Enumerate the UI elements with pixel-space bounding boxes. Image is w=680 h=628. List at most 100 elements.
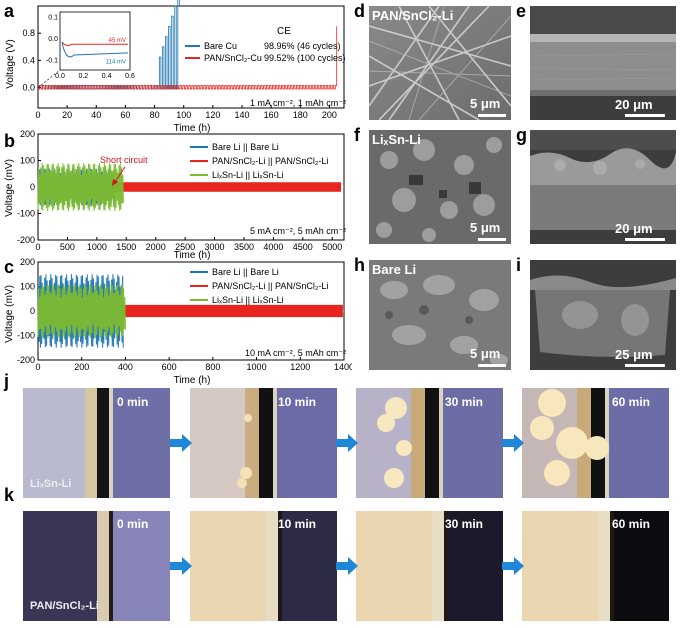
chart-c-xlabel: Time (h): [174, 375, 211, 386]
sem-d-scale-text: 5 μm: [470, 96, 501, 111]
y-tick-label: 100: [20, 156, 35, 166]
y-tick-label: 100: [20, 282, 35, 292]
x-tick-label: 3000: [205, 242, 225, 252]
inset-series-bare-cu: [61, 41, 129, 58]
sem-image-d: [369, 6, 511, 120]
series-line-pan-sncl2-cu: [38, 26, 338, 90]
chart-c-ylabel: Voltage (mV): [4, 285, 15, 343]
optical-k-time-1: 10 min: [278, 517, 317, 531]
inset-y-tick-label: -0.1: [46, 57, 58, 64]
panel-label-k: k: [4, 485, 15, 505]
chart-c-li-symmetric-10mA: 0 200 400 600 800 1000 1200 1400 -200 -100 0 100 200…: [4, 258, 352, 386]
x-tick-label: 600: [162, 362, 177, 372]
chart-b-li-symmetric-5mA: 0 500 1000 1500 2000 2500 3000 3500 4000 4500 5000…: [4, 130, 346, 261]
legend-label-lixsn-li: LiₓSn-Li || LiₓSn-Li: [212, 170, 284, 180]
arrow-icon: [502, 557, 524, 575]
y-tick-label: -100: [17, 331, 35, 341]
x-tick-label: 80: [150, 110, 160, 120]
x-tick-label: 0: [35, 242, 40, 252]
panel-label-h: h: [354, 255, 365, 275]
panel-label-g: g: [516, 125, 527, 145]
sem-i-scale-bar: [625, 364, 665, 367]
x-tick-label: 500: [60, 242, 75, 252]
optical-k-time-2: 30 min: [445, 517, 484, 531]
x-tick-label: 200: [322, 110, 337, 120]
panel-label-i: i: [516, 255, 522, 275]
optical-j-time-0: 0 min: [117, 395, 149, 409]
x-tick-label: 0: [35, 362, 40, 372]
sem-image-e: [530, 6, 676, 120]
x-tick-label: 5000: [322, 242, 342, 252]
series-line-lixsn-li: [37, 163, 124, 211]
arrow-icon: [170, 557, 192, 575]
y-tick-label: 200: [20, 130, 35, 139]
x-tick-label: 140: [234, 110, 249, 120]
panel-label-j: j: [4, 371, 10, 391]
y-tick-label: -200: [17, 355, 35, 365]
sem-g-scale-bar: [625, 238, 665, 241]
arrow-icon: [336, 557, 358, 575]
y-tick-label: 0: [30, 182, 35, 192]
legend-label-bare-li: Bare Li || Bare Li: [212, 142, 279, 152]
panel-label-d: d: [354, 1, 365, 21]
x-tick-label: 800: [205, 362, 220, 372]
optical-k-time-0: 0 min: [117, 517, 149, 531]
short-circuit-arrowhead: [112, 179, 118, 186]
x-tick-label: 0: [35, 110, 40, 120]
inset-x-tick-label: 0.4: [102, 73, 112, 80]
chart-a-condition: 1 mA cm⁻², 1 mAh cm⁻²: [250, 98, 346, 108]
series-band-pan-sncl2-li: [38, 182, 342, 192]
legend-title-ce: CE: [277, 26, 291, 37]
inset-frame: [59, 11, 131, 71]
sem-f-scale-text: 5 μm: [470, 220, 501, 235]
optical-j-time-1: 10 min: [278, 395, 317, 409]
optical-j-time-3: 60 min: [612, 395, 651, 409]
inset-y-tick-label: 0.1: [48, 14, 58, 21]
optical-j-sample-label: LiₓSn-Li: [30, 478, 72, 490]
x-tick-label: 1000: [87, 242, 107, 252]
y-tick-label: -100: [17, 209, 35, 219]
legend-ce-bare-cu: 98.96% (46 cycles): [264, 41, 341, 51]
optical-k-sample-label: PAN/SnCl₂-Li: [30, 600, 99, 612]
inset-x-tick-label: 0.0: [55, 73, 65, 80]
legend-label-pan-sncl2-li: PAN/SnCl₂-Li || PAN/SnCl₂-Li: [212, 281, 328, 291]
chart-a-ylabel: Voltage (V): [5, 39, 16, 88]
x-tick-label: 4000: [263, 242, 283, 252]
panel-label-e: e: [516, 1, 527, 21]
inset-y-tick-label: 0.0: [48, 36, 58, 43]
x-tick-label: 120: [205, 110, 220, 120]
x-tick-label: 1500: [116, 242, 136, 252]
sem-i-scale-text: 25 μm: [615, 347, 653, 362]
inset-x-tick-label: 0.6: [125, 73, 135, 80]
x-tick-label: 2000: [146, 242, 166, 252]
inset-link: [37, 69, 61, 88]
chart-b-annotation-short-circuit: Short circuit: [100, 155, 148, 165]
panel-label-a: a: [4, 1, 15, 21]
optical-j-60min: [522, 388, 669, 498]
optical-j-10min: [190, 388, 337, 498]
sem-d-scale-bar: [478, 114, 506, 117]
sem-d-label: PAN/SnCl₂-Li: [372, 8, 454, 23]
legend-label-pan-sncl2-cu: PAN/SnCl₂-Cu: [204, 53, 262, 63]
x-tick-label: 100: [176, 110, 191, 120]
chart-c-condition: 10 mA cm⁻², 5 mAh cm⁻²: [245, 348, 346, 358]
arrow-icon: [502, 434, 524, 452]
legend-label-pan-sncl2-li: PAN/SnCl₂-Li || PAN/SnCl₂-Li: [212, 156, 328, 166]
y-tick-label: 0: [30, 306, 35, 316]
x-tick-label: 40: [91, 110, 101, 120]
inset-x-tick-label: 0.2: [78, 73, 88, 80]
series-line-lixsn-li: [37, 284, 126, 338]
x-tick-label: 20: [62, 110, 72, 120]
sem-f-scale-bar: [478, 238, 506, 241]
x-tick-label: 60: [120, 110, 130, 120]
optical-j-time-2: 30 min: [445, 395, 484, 409]
x-tick-label: 3500: [234, 242, 254, 252]
x-tick-label: 1400: [334, 362, 352, 372]
x-tick-label: 1200: [290, 362, 310, 372]
y-tick-label: 0.8: [22, 28, 35, 38]
optical-k-10min: [190, 511, 337, 621]
sem-image-i: [530, 260, 676, 370]
x-tick-label: 160: [264, 110, 279, 120]
x-tick-label: 2500: [175, 242, 195, 252]
panel-label-b: b: [4, 131, 15, 151]
